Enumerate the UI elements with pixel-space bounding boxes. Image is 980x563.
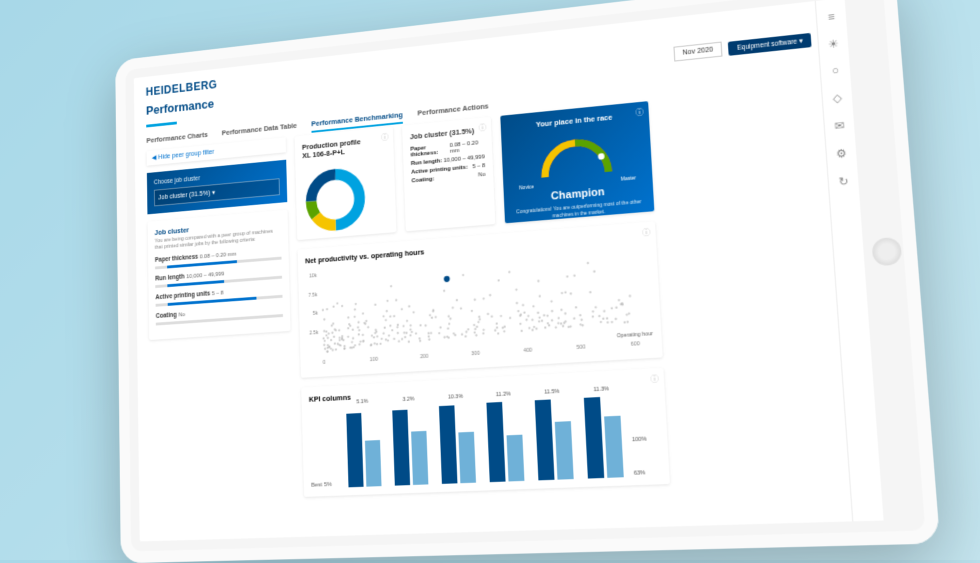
kpi-bar-b [604, 416, 624, 478]
kpi-bar-a [584, 397, 604, 478]
gauge-label-left: Novice [519, 184, 534, 191]
scatter-card: ⓘ Net productivity vs. operating hours 0… [298, 221, 663, 378]
job-row-key: Coating: [411, 176, 434, 184]
champion-card: ⓘ Your place in the race Novice Master [500, 101, 654, 223]
kpi-value: 11.3% [579, 385, 623, 393]
side-icon[interactable]: ⚙ [836, 147, 848, 161]
side-icon[interactable]: ✉ [834, 119, 845, 133]
filter-label: Active printing units [155, 291, 210, 302]
info-icon[interactable]: ⓘ [478, 122, 486, 133]
kpi-end-bot: 63% [634, 470, 661, 477]
job-row-key: Paper thickness: [410, 143, 450, 158]
job-row-key: Run length: [411, 158, 443, 167]
filter-label: Coating [156, 312, 177, 320]
kpi-end-top: 100% [632, 436, 659, 443]
filters-card: Job cluster You are being compared with … [148, 210, 291, 341]
cluster-select-card: Choose job cluster Job cluster (31.5%) ▾ [147, 160, 287, 215]
page-title: Performance [146, 97, 214, 118]
side-icon[interactable]: ≡ [828, 11, 836, 24]
svg-text:Operating hours: Operating hours [617, 331, 654, 340]
info-icon[interactable]: ⓘ [650, 373, 659, 385]
svg-text:0: 0 [323, 360, 326, 366]
side-icon[interactable]: ◇ [832, 91, 842, 105]
kpi-bar-b [411, 431, 428, 485]
production-profile-card: ⓘ Production profile XL 106-8-P+L [295, 127, 397, 241]
info-icon[interactable]: ⓘ [381, 132, 389, 143]
job-row-val: 10,000 – 49,999 [443, 154, 485, 164]
kpi-value: 3.2% [388, 396, 429, 404]
job-cluster-card: ⓘ Job cluster (31.5%) Paper thickness:0.… [402, 117, 495, 232]
svg-text:5k: 5k [313, 311, 319, 318]
side-icon[interactable]: ↻ [838, 175, 849, 189]
filter-range: 0.08 – 0.20 mm [200, 252, 237, 261]
filter-label: Paper thickness [155, 254, 198, 264]
scatter-chart: 0 100 200 300 400 500 600 2.5k 5k 7.5k 10k Operatin… [305, 245, 653, 367]
svg-text:10k: 10k [309, 273, 317, 280]
title-accent [146, 122, 177, 128]
job-row-val: 0.08 – 0.20 mm [449, 140, 484, 155]
kpi-bar-a [392, 410, 410, 486]
filter-label: Run length [155, 274, 184, 283]
kpi-bar-b [365, 440, 382, 487]
kpi-bar-a [486, 402, 505, 482]
svg-text:500: 500 [577, 344, 586, 351]
info-icon[interactable]: ⓘ [635, 107, 644, 119]
kpi-bar-a [346, 413, 363, 487]
svg-text:7.5k: 7.5k [308, 292, 318, 299]
gauge-label-right: Master [621, 175, 637, 182]
kpi-left-label: Best 5% [311, 482, 339, 489]
info-icon[interactable]: ⓘ [642, 227, 651, 239]
kpi-bar-a [439, 406, 457, 484]
kpi-bar-b [555, 421, 574, 480]
filter-range: No [178, 312, 185, 318]
job-cluster-title: Job cluster (31.5%) [410, 125, 484, 141]
equipment-software-button[interactable]: Equipment software ▾ [728, 32, 811, 55]
kpi-bar-a [535, 399, 555, 480]
svg-text:2.5k: 2.5k [309, 330, 319, 337]
side-icon[interactable]: ○ [831, 65, 839, 78]
filter-range: 5 – 8 [212, 291, 224, 298]
filter-range: 10,000 – 49,999 [186, 272, 224, 281]
job-row-val: 5 – 8 [472, 163, 485, 170]
svg-text:100: 100 [370, 357, 379, 364]
donut-chart [303, 164, 369, 236]
svg-text:300: 300 [471, 351, 480, 358]
gauge-chart [535, 131, 616, 178]
svg-text:400: 400 [523, 347, 532, 354]
svg-text:600: 600 [631, 341, 641, 348]
kpi-value: 11.2% [482, 391, 525, 399]
kpi-bar-b [507, 435, 525, 482]
date-selector[interactable]: Nov 2020 [673, 41, 723, 61]
champion-title: Your place in the race [508, 110, 641, 132]
kpi-value: 5.1% [342, 398, 382, 406]
side-icon[interactable]: ☀ [828, 37, 840, 51]
kpi-value: 11.5% [530, 388, 573, 396]
tablet-home-button[interactable] [871, 237, 902, 267]
kpi-value: 10.3% [435, 393, 477, 401]
svg-text:200: 200 [420, 354, 429, 361]
kpi-bar-b [458, 432, 476, 483]
job-row-val: No [478, 172, 486, 179]
kpi-card: ⓘ KPI columns Best 5%5.1% 3.2% 10.3% 11.… [301, 368, 670, 497]
